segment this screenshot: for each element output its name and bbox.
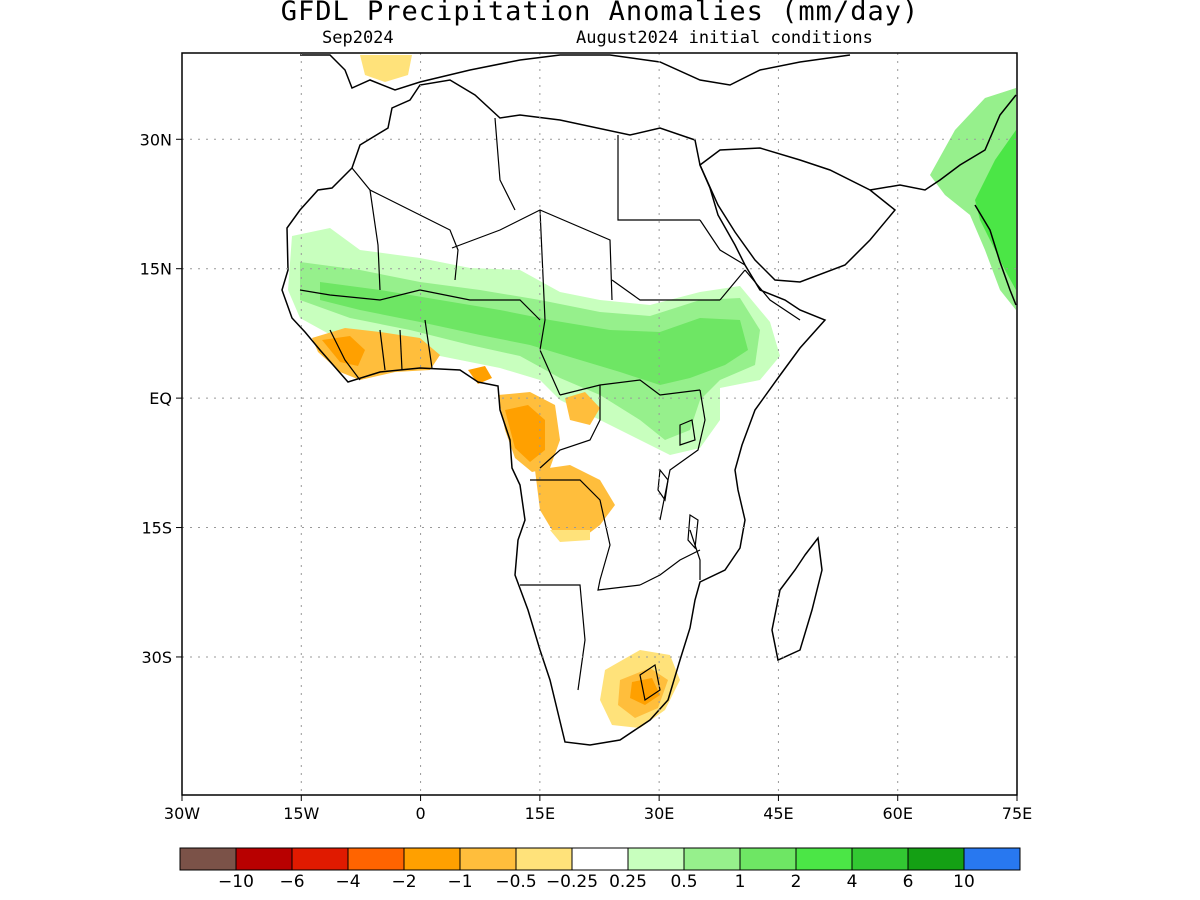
- latitude-axis: 30N 15N EQ 15S 30S: [140, 130, 182, 667]
- colorbar-label: −0.5: [495, 872, 536, 892]
- colorbar-swatch: [795, 847, 853, 871]
- anomaly-shading: [288, 55, 1016, 728]
- colorbar-label: 6: [903, 872, 914, 892]
- colorbar-label: −10: [218, 872, 254, 892]
- arabian-peninsula: [699, 147, 897, 283]
- colorbar-swatch: [627, 847, 685, 871]
- y-tick-label: 15S: [141, 519, 172, 538]
- colorbar-swatch: [571, 847, 629, 871]
- colorbar-label: −2: [391, 872, 416, 892]
- cameroon-dry-anomaly: [565, 392, 600, 425]
- country-borders: [299, 117, 801, 701]
- southafrica-dry-anomaly-strong: [630, 678, 660, 705]
- x-tick-label: 15E: [525, 804, 555, 823]
- colorbar-swatch: [515, 847, 573, 871]
- sahel-wet-anomaly-strong: [320, 282, 748, 385]
- india-wet-anomaly: [930, 88, 1016, 310]
- europe-coast: [300, 54, 851, 91]
- colorbar-labels: −10 −6 −4 −2 −1 −0.5 −0.25 0.25 0.5 1 2 4 6 10: [218, 872, 975, 892]
- colorbar-swatch: [739, 847, 797, 871]
- x-tick-label: 15W: [283, 804, 319, 823]
- colorbar-label: −4: [335, 872, 360, 892]
- colorbar-label: −1: [447, 872, 472, 892]
- colorbar-swatch: [179, 847, 237, 871]
- guinea-dry-anomaly-core: [322, 336, 365, 366]
- colorbar-label: 1: [735, 872, 746, 892]
- longitude-axis: 30W 15W 0 15E 30E 45E 60E 75E: [164, 795, 1032, 823]
- y-tick-label: 30N: [140, 130, 172, 149]
- colorbar-swatch: [683, 847, 741, 871]
- x-tick-label: 75E: [1002, 804, 1032, 823]
- india-wet-anomaly-strong: [975, 130, 1016, 290]
- colorbar-swatch: [347, 847, 405, 871]
- colorbar: [179, 847, 1021, 871]
- colorbar-label: −6: [279, 872, 304, 892]
- colorbar-swatch: [235, 847, 293, 871]
- initial-conditions: August2024 initial conditions: [576, 28, 873, 48]
- colorbar-swatch: [963, 847, 1021, 871]
- colorbar-swatch: [291, 847, 349, 871]
- chart-title: GFDL Precipitation Anomalies (mm/day): [280, 0, 920, 27]
- x-tick-label: 45E: [763, 804, 793, 823]
- colorbar-label: −0.25: [546, 872, 598, 892]
- x-tick-label: 30W: [164, 804, 200, 823]
- africa-coastline: [281, 79, 827, 746]
- colorbar-label: 4: [847, 872, 858, 892]
- congo-dry-anomaly-core: [505, 405, 545, 462]
- angola-dry-anomaly: [535, 465, 615, 540]
- x-tick-label: 30E: [644, 804, 674, 823]
- colorbar-swatch: [403, 847, 461, 871]
- colorbar-swatch: [459, 847, 517, 871]
- forecast-month: Sep2024: [322, 28, 394, 48]
- madagascar: [771, 536, 823, 662]
- colorbar-swatch: [851, 847, 909, 871]
- map-plot-area: [182, 53, 1017, 795]
- nigeria-dry-anomaly: [468, 366, 492, 384]
- map-frame: [181, 52, 1018, 796]
- colorbar-label: 0.5: [670, 872, 697, 892]
- lakes: [657, 419, 699, 550]
- colorbar-label: 10: [953, 872, 975, 892]
- india-west-coast: [974, 204, 1017, 306]
- y-tick-label: EQ: [149, 389, 172, 408]
- colorbar-swatch: [907, 847, 965, 871]
- x-tick-label: 0: [415, 804, 425, 823]
- colorbar-label: 0.25: [609, 872, 647, 892]
- y-tick-label: 30S: [141, 648, 172, 667]
- angola-dry-anomaly-light: [550, 530, 590, 542]
- coastlines: [281, 54, 1017, 746]
- x-tick-label: 60E: [882, 804, 912, 823]
- y-tick-label: 15N: [140, 260, 172, 279]
- graticule: [182, 53, 1017, 795]
- mediterranean-dry-anomaly: [360, 55, 412, 82]
- asia-coast: [869, 94, 1017, 191]
- colorbar-label: 2: [791, 872, 802, 892]
